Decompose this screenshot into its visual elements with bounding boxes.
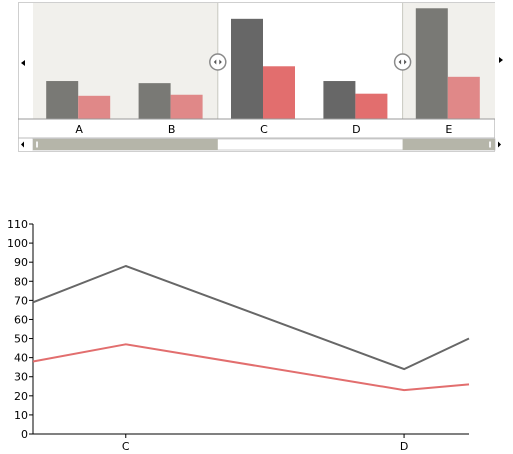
y-tick-label: 70	[14, 294, 28, 307]
navigator-bar-d-series-1	[323, 81, 356, 119]
scrollbar-left-grip-icon[interactable]	[36, 141, 38, 148]
navigator-bar-c-series-2	[263, 66, 295, 119]
y-tick-label: 80	[14, 275, 28, 288]
navigator-bar-b-series-2	[170, 94, 203, 119]
navigator-category-label: E	[445, 123, 452, 136]
range-handle-icon[interactable]	[209, 53, 227, 71]
y-tick-label: 100	[7, 237, 28, 250]
x-tick-label: D	[400, 440, 408, 453]
y-tick-label: 110	[7, 218, 28, 231]
range-navigator[interactable]: A B C D E	[0, 0, 513, 160]
line-series-2	[32, 343, 470, 392]
range-handle-left[interactable]	[209, 53, 227, 71]
navigator-bar-e-series-2	[447, 76, 480, 119]
scrollbar-right-arrow-icon[interactable]	[498, 141, 501, 148]
navigator-bar-e-series-1	[415, 8, 448, 119]
arrow-right-icon	[499, 57, 503, 63]
x-tick-label: C	[122, 440, 130, 453]
range-handle-right[interactable]	[393, 53, 412, 71]
scrollbar-right-region[interactable]	[402, 139, 495, 150]
navigator-bar-d-series-2	[355, 93, 388, 119]
y-tick-label: 0	[21, 428, 28, 441]
navigator-bar-a-series-1	[46, 81, 79, 119]
line-series-1	[32, 265, 470, 371]
navigator-bar-b-series-1	[138, 83, 171, 119]
navigator-category-label: A	[75, 123, 83, 136]
y-tick-label: 10	[14, 409, 28, 422]
line-chart: 0 10 20 30 40 50 60 70 80 90 100 110 C D	[7, 218, 470, 453]
y-tick-label: 60	[14, 313, 28, 326]
navigator-category-label: B	[168, 123, 176, 136]
scroll-right-button[interactable]	[499, 57, 503, 63]
range-handle-icon[interactable]	[393, 53, 412, 71]
y-tick-label: 50	[14, 333, 28, 346]
arrow-left-icon	[21, 60, 25, 66]
navigator-bar-c-series-1	[231, 18, 263, 119]
scrollbar-right-grip-icon[interactable]	[489, 141, 491, 148]
y-tick-label: 30	[14, 371, 28, 384]
navigator-category-label: D	[352, 123, 360, 136]
navigator-bar-a-series-2	[78, 95, 111, 119]
y-tick-label: 40	[14, 352, 28, 365]
navigator-category-label: C	[260, 123, 268, 136]
scrollbar-left-arrow-icon[interactable]	[21, 141, 24, 148]
y-tick-label: 20	[14, 390, 28, 403]
scrollbar-left-region[interactable]	[33, 139, 218, 150]
scroll-left-button[interactable]	[21, 60, 25, 66]
navigator-scrollbar[interactable]	[21, 138, 501, 151]
y-tick-label: 90	[14, 256, 28, 269]
